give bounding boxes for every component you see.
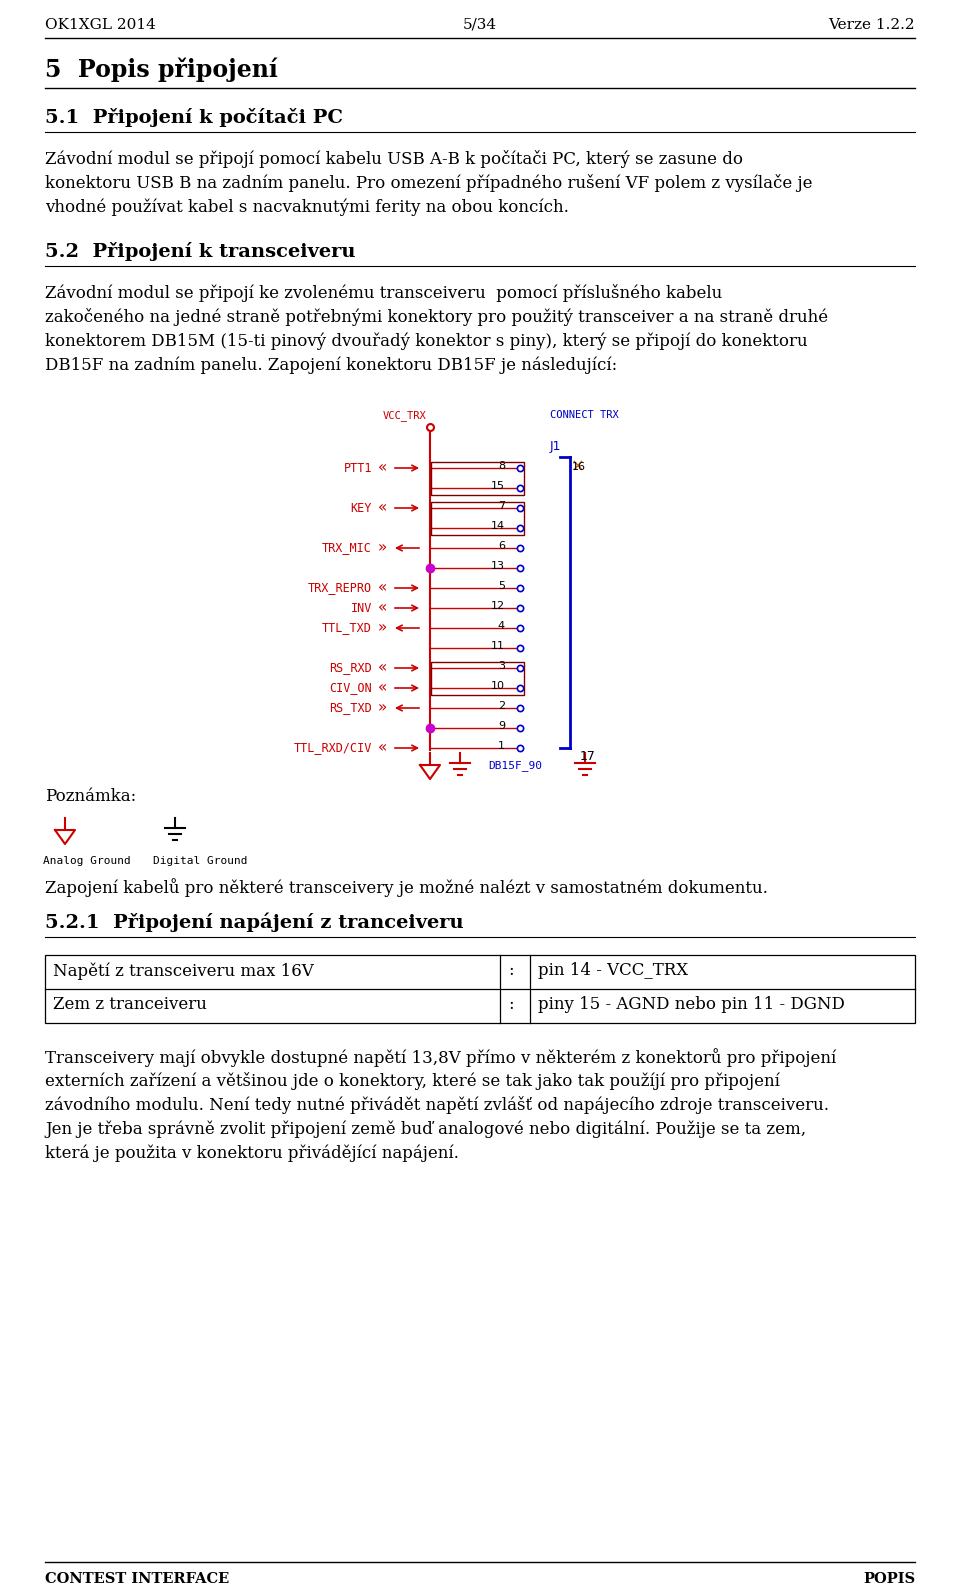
Text: Zem z tranceiveru: Zem z tranceiveru (53, 997, 206, 1013)
Text: «: « (377, 681, 387, 695)
Text: RS_TXD: RS_TXD (329, 701, 372, 714)
Text: 10: 10 (491, 681, 505, 690)
Text: VCC_TRX: VCC_TRX (383, 409, 427, 421)
Text: 4: 4 (498, 621, 505, 632)
Text: «: « (377, 460, 387, 476)
Text: :: : (508, 962, 514, 979)
Text: 8: 8 (498, 460, 505, 471)
Text: zakočeného na jedné straně potřebnými konektory pro použitý transceiver a na str: zakočeného na jedné straně potřebnými ko… (45, 308, 828, 325)
Text: konektoru USB B na zadním panelu. Pro omezení případného rušení VF polem z vysíl: konektoru USB B na zadním panelu. Pro om… (45, 175, 812, 192)
Text: 5.2.1  Připojení napájení z tranceiveru: 5.2.1 Připojení napájení z tranceiveru (45, 913, 464, 933)
Text: závodního modulu. Není tedy nutné přivádět napětí zvlášť od napájecího zdroje tr: závodního modulu. Není tedy nutné přivád… (45, 1097, 829, 1114)
Text: «: « (377, 581, 387, 595)
Text: TRX_REPRO: TRX_REPRO (308, 581, 372, 595)
Text: 3: 3 (498, 662, 505, 671)
Text: DB15F na zadním panelu. Zapojení konektoru DB15F je následující:: DB15F na zadním panelu. Zapojení konekto… (45, 355, 617, 373)
Text: POPIS: POPIS (863, 1573, 915, 1585)
Text: 15: 15 (491, 481, 505, 490)
Text: piny 15 - AGND nebo pin 11 - DGND: piny 15 - AGND nebo pin 11 - DGND (538, 997, 845, 1013)
Text: PTT1: PTT1 (344, 462, 372, 475)
Text: Zapojení kabelů pro některé transceivery je možné nalézt v samostatném dokumentu: Zapojení kabelů pro některé transceivery… (45, 878, 768, 897)
Text: 6: 6 (498, 541, 505, 551)
Text: »: » (377, 621, 387, 635)
Text: 11: 11 (491, 641, 505, 651)
Text: Poznámka:: Poznámka: (45, 789, 136, 805)
Text: 5: 5 (498, 581, 505, 590)
Text: «: « (377, 600, 387, 616)
Text: 5.2  Připojení k transceiveru: 5.2 Připojení k transceiveru (45, 241, 355, 260)
Text: ×: × (571, 459, 585, 476)
Text: Digital Ground: Digital Ground (153, 855, 248, 867)
Text: 9: 9 (498, 720, 505, 732)
Text: 13: 13 (491, 560, 505, 571)
Text: RS_RXD: RS_RXD (329, 662, 372, 674)
Text: OK1XGL 2014: OK1XGL 2014 (45, 17, 156, 32)
Text: pin 14 - VCC_TRX: pin 14 - VCC_TRX (538, 962, 688, 979)
Text: Jen je třeba správně zvolit připojení země buď analogové nebo digitální. Použije: Jen je třeba správně zvolit připojení ze… (45, 1120, 806, 1138)
Text: konektorem DB15M (15-ti pinový dvouřadý konektor s piny), který se připojí do ko: konektorem DB15M (15-ti pinový dvouřadý … (45, 332, 807, 349)
Text: Transceivery mají obvykle dostupné napětí 13,8V přímo v některém z konektorů pro: Transceivery mají obvykle dostupné napět… (45, 1047, 836, 1066)
Text: 17: 17 (580, 751, 596, 763)
Text: Analog Ground: Analog Ground (43, 855, 131, 867)
Text: vhodné používat kabel s nacvaknutými ferity na obou koncích.: vhodné používat kabel s nacvaknutými fer… (45, 198, 569, 216)
Text: KEY: KEY (350, 501, 372, 514)
Text: «: « (377, 500, 387, 516)
Text: TTL_TXD: TTL_TXD (323, 622, 372, 635)
Text: 5.1  Připojení k počítači PC: 5.1 Připojení k počítači PC (45, 108, 343, 127)
Text: 2: 2 (498, 701, 505, 711)
Text: 16: 16 (572, 462, 586, 471)
Text: TRX_MIC: TRX_MIC (323, 541, 372, 554)
Text: 14: 14 (491, 521, 505, 532)
Text: DB15F_90: DB15F_90 (488, 760, 542, 771)
Text: 5  Popis připojení: 5 Popis připojení (45, 59, 277, 83)
Bar (431, 462, 524, 495)
Bar (431, 501, 524, 535)
Text: TTL_RXD/CIV: TTL_RXD/CIV (294, 741, 372, 754)
Text: CIV_ON: CIV_ON (329, 681, 372, 695)
Text: 5/34: 5/34 (463, 17, 497, 32)
Text: «: « (377, 660, 387, 676)
Text: externích zařízení a většinou jde o konektory, které se tak jako tak použíjí pro: externích zařízení a většinou jde o kone… (45, 1071, 780, 1090)
Text: 12: 12 (491, 601, 505, 611)
Text: J1: J1 (550, 440, 562, 452)
Text: která je použita v konektoru přivádějící napájení.: která je použita v konektoru přivádějící… (45, 1144, 459, 1162)
Text: Verze 1.2.2: Verze 1.2.2 (828, 17, 915, 32)
Text: 7: 7 (498, 501, 505, 511)
Text: Závodní modul se připojí pomocí kabelu USB A-B k počítači PC, který se zasune do: Závodní modul se připojí pomocí kabelu U… (45, 151, 743, 168)
Text: INV: INV (350, 601, 372, 614)
Bar (431, 662, 524, 695)
Text: CONTEST INTERFACE: CONTEST INTERFACE (45, 1573, 229, 1585)
Text: Napětí z transceiveru max 16V: Napětí z transceiveru max 16V (53, 962, 314, 979)
Text: :: : (508, 997, 514, 1013)
Text: CONNECT TRX: CONNECT TRX (550, 409, 619, 421)
Text: »: » (377, 541, 387, 555)
Text: »: » (377, 700, 387, 716)
Bar (45, 955, 915, 1024)
Text: «: « (377, 741, 387, 755)
Text: Závodní modul se připojí ke zvolenému transceiveru  pomocí příslušného kabelu: Závodní modul se připojí ke zvolenému tr… (45, 284, 722, 302)
Text: 1: 1 (498, 741, 505, 751)
